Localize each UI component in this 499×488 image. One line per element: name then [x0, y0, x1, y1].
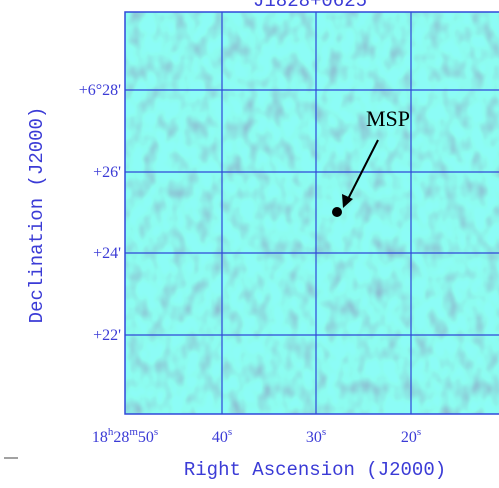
- annotation: MSP: [366, 106, 410, 131]
- noise-map: [125, 12, 499, 414]
- x-tick-label-part: 40: [212, 429, 228, 446]
- x-tick-label: 40s: [212, 426, 232, 446]
- y-axis-label: Declination (J2000): [26, 107, 48, 324]
- y-tick-label: +6°28': [79, 82, 121, 99]
- x-tick-label-part: s: [154, 426, 158, 438]
- arrow-shaft: [346, 139, 379, 202]
- x-tick-label-part: m: [129, 426, 138, 438]
- source: [332, 207, 342, 217]
- x-tick-label-part: s: [417, 426, 421, 438]
- title: J1828+0625: [253, 0, 367, 12]
- x-tick-label-part: s: [228, 426, 232, 438]
- x-tick-label: 20s: [401, 426, 421, 446]
- x-tick-label-part: 28: [113, 429, 129, 446]
- arrow-head: [342, 194, 353, 208]
- x-axis-label: Right Ascension (J2000): [184, 459, 446, 481]
- y-tick-label: +22': [93, 327, 121, 344]
- x-tick-label-part: 50: [138, 429, 154, 446]
- x-tick-label: 18h28m50s: [92, 426, 158, 446]
- y-tick-label: +26': [93, 164, 121, 181]
- x-tick-label-part: s: [322, 426, 326, 438]
- image-frame: [124, 11, 499, 415]
- y-tick-label: +24': [93, 245, 121, 262]
- x-tick-label-part: 30: [306, 429, 322, 446]
- x-tick-label: 30s: [306, 426, 326, 446]
- x-tick-label-part: h: [108, 426, 114, 438]
- x-tick-label-part: 18: [92, 429, 108, 446]
- x-tick-label-part: 20: [401, 429, 417, 446]
